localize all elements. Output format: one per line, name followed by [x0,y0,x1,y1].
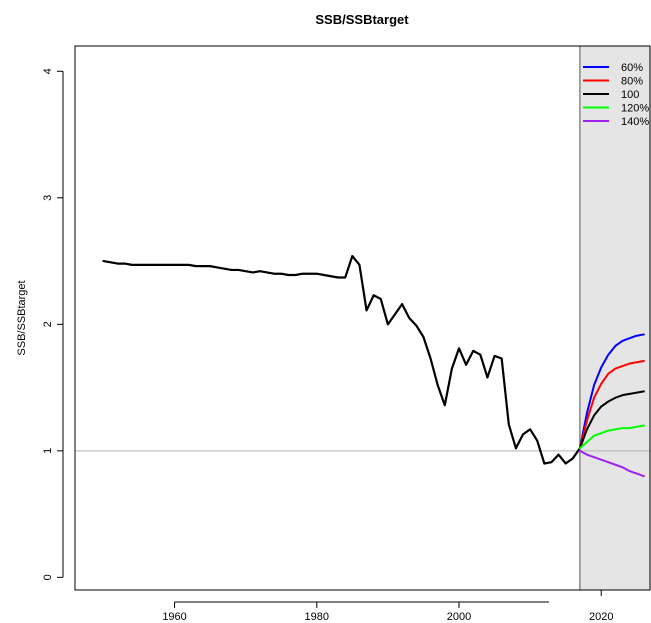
y-tick-label: 2 [42,321,54,327]
series-layer [102,254,645,478]
legend-label-0: 60% [621,62,643,74]
historical-series-line [102,254,581,465]
series-line-1 [578,360,645,450]
y-tick-label: 3 [42,195,54,201]
legend-label-3: 120% [621,103,649,115]
legend-label-2: 100 [621,89,639,101]
x-tick-label: 2000 [447,611,471,623]
series-line-2 [578,390,645,450]
chart-title: SSB/SSBtarget [315,12,409,27]
x-tick-label-projection: 2020 [589,611,613,623]
series-line-3 [578,424,645,450]
x-tick-label: 1960 [162,611,186,623]
x-tick-label: 1980 [305,611,329,623]
axis-layer: 1960 1980 2000 2020 0 1 2 3 4 [42,68,613,623]
legend: 60% 80%100 120%140% [583,62,649,128]
y-tick-label: 1 [42,448,54,454]
projection-region [579,46,651,590]
series-line-4 [578,449,645,478]
series-line-0 [578,333,645,450]
y-tick-label: 4 [42,68,54,74]
plot-frame [74,45,651,591]
y-axis-label: SSB/SSBtarget [16,280,28,355]
y-tick-label: 0 [42,574,54,580]
projection-region-layer [579,46,651,590]
legend-label-4: 140% [621,116,649,128]
legend-label-1: 80% [621,76,643,88]
